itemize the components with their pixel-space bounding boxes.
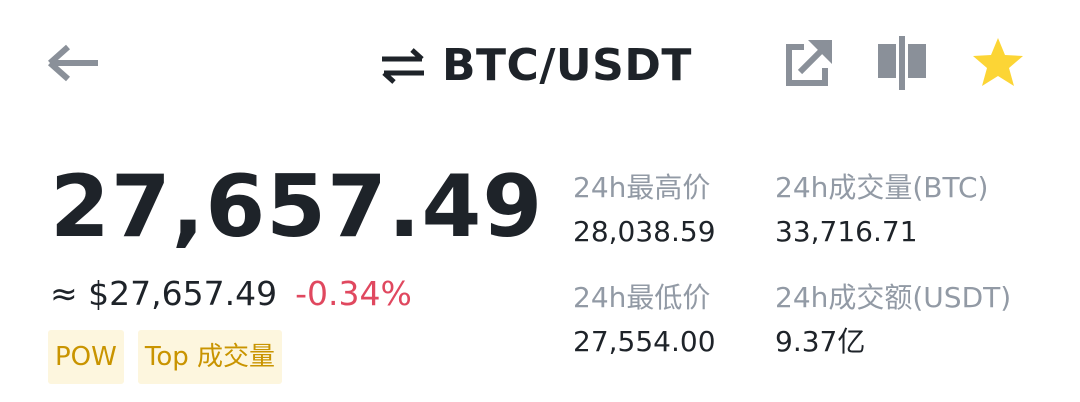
stat-24h-low: 24h最低价 27,554.00 bbox=[573, 280, 716, 360]
stat-value: 9.37亿 bbox=[775, 325, 866, 358]
pair-title: BTC/USDT bbox=[442, 40, 692, 91]
swap-arrows-icon bbox=[382, 48, 424, 84]
pair-selector[interactable]: BTC/USDT bbox=[378, 36, 692, 96]
price-subline: ≈ $27,657.49 -0.34% bbox=[50, 272, 412, 316]
stat-value: 27,554.00 bbox=[573, 325, 716, 358]
tag-list: POW Top 成交量 bbox=[48, 330, 282, 384]
price-change-percent: -0.34% bbox=[295, 274, 412, 313]
stat-value: 28,038.59 bbox=[573, 215, 716, 248]
stat-label: 24h成交额(USDT) bbox=[775, 281, 1012, 314]
stat-label: 24h最高价 bbox=[573, 171, 711, 204]
arrow-left-icon[interactable] bbox=[44, 42, 102, 84]
stat-24h-high: 24h最高价 28,038.59 bbox=[573, 170, 716, 250]
star-icon[interactable] bbox=[970, 34, 1026, 92]
tag-top-volume[interactable]: Top 成交量 bbox=[137, 330, 282, 384]
stat-label: 24h成交量(BTC) bbox=[775, 171, 989, 204]
fiat-price: ≈ $27,657.49 bbox=[50, 274, 278, 313]
stat-value: 33,716.71 bbox=[775, 215, 918, 248]
candlestick-icon[interactable] bbox=[874, 34, 930, 92]
stat-label: 24h最低价 bbox=[573, 281, 711, 314]
share-external-icon[interactable] bbox=[778, 34, 834, 92]
tag-pow[interactable]: POW bbox=[48, 330, 124, 384]
stat-24h-turnover-usdt: 24h成交额(USDT) 9.37亿 bbox=[775, 280, 1011, 360]
last-price: 27,657.49 bbox=[50, 157, 544, 257]
stat-24h-volume-btc: 24h成交量(BTC) 33,716.71 bbox=[775, 170, 988, 250]
